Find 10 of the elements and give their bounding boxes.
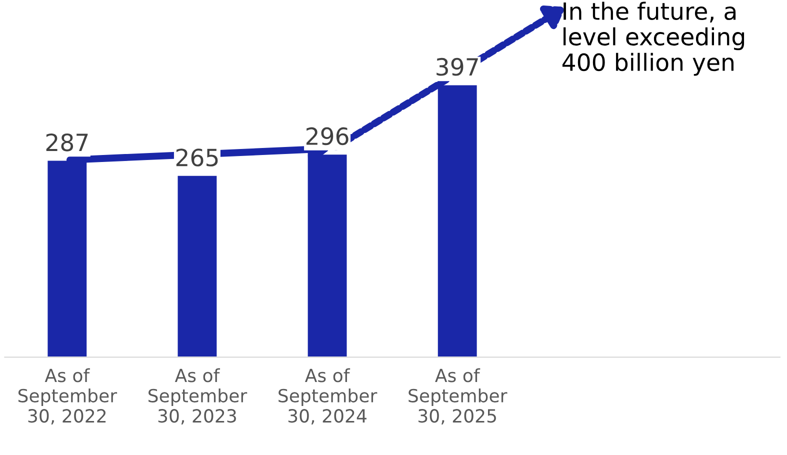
- data-label: 265: [176, 148, 218, 166]
- data-label: 397: [436, 58, 478, 76]
- data-label: 287: [46, 133, 88, 152]
- data-label: 296: [306, 127, 348, 146]
- x-tick-label: As of September 30, 2024: [278, 368, 378, 425]
- bar: [176, 174, 218, 358]
- x-tick-label: As of September 30, 2022: [18, 368, 118, 425]
- x-tick-label: As of September 30, 2025: [408, 368, 508, 425]
- text: In the future, a level exceeding 400 billion yen: [562, 2, 744, 76]
- x-tick-label: As of September 30, 2023: [148, 368, 248, 425]
